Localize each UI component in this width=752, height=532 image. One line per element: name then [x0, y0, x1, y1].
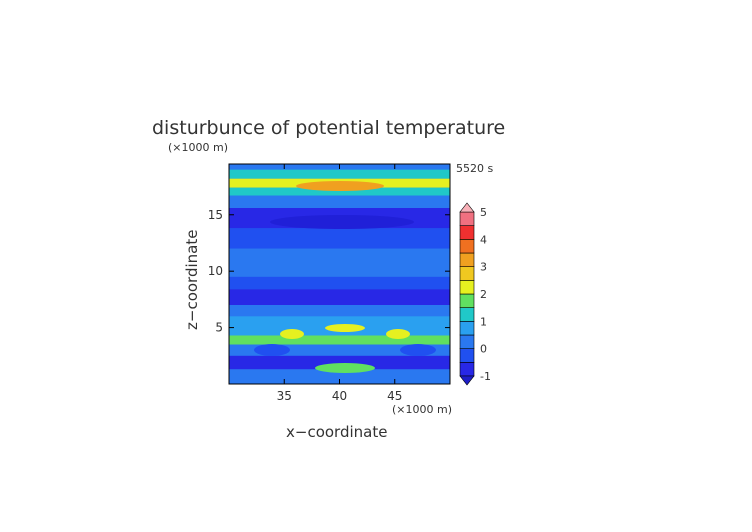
x-axis: 35 40 45: [277, 164, 402, 403]
contour-band: [229, 195, 450, 208]
colorbar-tick-label: -1: [480, 370, 491, 383]
colorbar-segment: [459, 321, 475, 336]
upper-cold-core: [270, 215, 414, 229]
contour-band: [229, 169, 450, 179]
colorbar-tick-label: 5: [480, 206, 487, 219]
colorbar-tick-label: 0: [480, 343, 487, 356]
colorbar-extend-top: [459, 202, 475, 213]
contour-band: [229, 335, 450, 345]
contour-band: [229, 344, 450, 356]
colorbar-segment: [459, 362, 475, 377]
cell-right: [386, 329, 410, 339]
colorbar-segment: [459, 266, 475, 281]
upper-warm-core: [296, 181, 384, 191]
contour-band: [229, 355, 450, 370]
y-tick-label: 15: [208, 208, 223, 222]
y-axis: 5 10 15: [208, 208, 450, 335]
colorbar-segment: [459, 252, 475, 267]
colorbar-segment: [459, 293, 475, 308]
colorbar-tick-label: 2: [480, 288, 487, 301]
colorbar-segment: [459, 348, 475, 363]
warm-blob-bottom: [315, 363, 375, 373]
colorbar-extend-bottom: [459, 375, 475, 386]
colorbar-tick-label: 4: [480, 233, 487, 246]
contour-band: [229, 187, 450, 196]
y-tick-label: 5: [215, 321, 223, 335]
contour-band: [229, 289, 450, 306]
x-units-label: (×1000 m): [392, 403, 452, 416]
colorbar: -1 0 1 2 3 4 5: [459, 202, 491, 386]
colorbar-tick-label: 1: [480, 315, 487, 328]
x-tick-label: 40: [332, 389, 347, 403]
contour-band: [229, 305, 450, 317]
x-axis-label: x−coordinate: [286, 423, 387, 441]
chart-title: disturbunce of potential temperature: [152, 117, 505, 139]
contour-band: [229, 248, 450, 277]
x-tick-label: 45: [387, 389, 402, 403]
y-tick-label: 10: [208, 264, 223, 278]
cold-blob-right: [400, 344, 436, 356]
colorbar-segment: [459, 307, 475, 322]
cell-center: [325, 324, 365, 332]
cell-left: [280, 329, 304, 339]
colorbar-segment: [459, 239, 475, 254]
plot-area: [229, 164, 450, 384]
time-label: 5520 s: [456, 162, 493, 175]
y-axis-label: z−coordinate: [183, 230, 201, 330]
contour-band: [229, 228, 450, 249]
colorbar-segment: [459, 334, 475, 349]
contour-band: [229, 276, 450, 290]
y-units-label: (×1000 m): [168, 141, 228, 154]
x-tick-label: 35: [277, 389, 292, 403]
colorbar-tick-label: 3: [480, 261, 487, 274]
contour-features: [254, 181, 436, 373]
colorbar-segment: [459, 280, 475, 295]
colorbar-segment: [459, 225, 475, 240]
cold-blob-left: [254, 344, 290, 356]
colorbar-segment: [459, 211, 475, 226]
